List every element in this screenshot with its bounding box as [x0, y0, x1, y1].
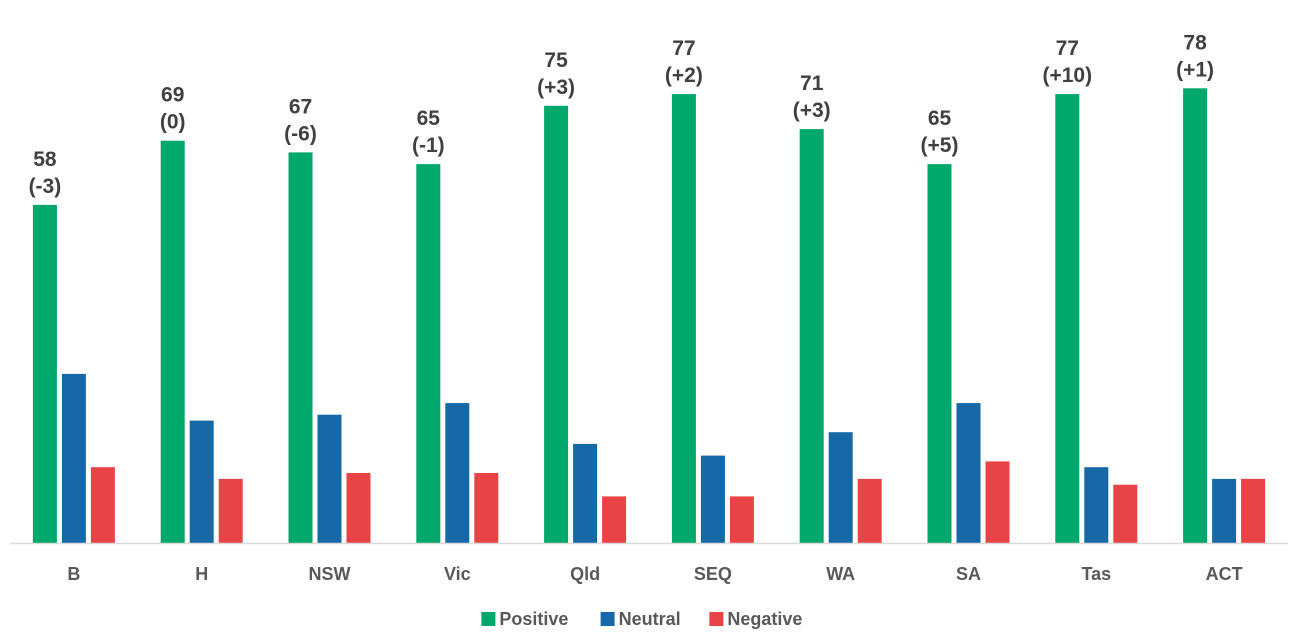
bar-positive-act	[1183, 88, 1208, 544]
bar-negative-qld	[602, 496, 627, 543]
legend-label-negative: Negative	[727, 609, 802, 629]
bar-neutral-vic	[445, 403, 470, 543]
bar-neutral-wa	[828, 432, 853, 543]
bar-negative-sa	[985, 461, 1010, 543]
bar-positive-wa	[799, 129, 824, 543]
bar-negative-seq	[729, 496, 754, 543]
bar-positive-seq	[671, 94, 696, 543]
x-tick-label: SA	[956, 564, 981, 584]
data-label-change: (+2)	[665, 64, 703, 87]
bar-neutral-seq	[700, 455, 725, 543]
legend-swatch-neutral	[600, 612, 615, 626]
legend-label-neutral: Neutral	[619, 609, 681, 629]
data-label-change: (-3)	[29, 175, 62, 198]
bars-group	[32, 88, 1266, 544]
bar-negative-b	[90, 467, 115, 543]
bar-neutral-sa	[956, 403, 981, 543]
bar-neutral-qld	[573, 443, 598, 543]
legend: Positive Neutral Negative	[481, 609, 802, 629]
data-label-value: 77	[1056, 37, 1079, 60]
data-label-change: (+3)	[793, 99, 831, 122]
data-label-value: 71	[800, 72, 824, 95]
data-label-value: 58	[33, 148, 57, 171]
data-label-change: (+1)	[1176, 58, 1214, 81]
x-tick-label: ACT	[1206, 564, 1243, 584]
data-label-value: 65	[928, 107, 952, 130]
x-tick-label: WA	[826, 564, 855, 584]
x-tick-label: H	[195, 564, 208, 584]
bar-positive-nsw	[288, 152, 313, 543]
x-tick-label: Vic	[444, 564, 471, 584]
legend-swatch-positive	[481, 612, 496, 626]
bar-positive-h	[160, 140, 185, 543]
bar-negative-h	[218, 478, 243, 543]
bar-positive-vic	[416, 164, 441, 543]
data-label-change: (+3)	[537, 76, 575, 99]
data-label-value: 69	[161, 84, 184, 107]
legend-swatch-negative	[709, 612, 724, 626]
data-label-change: (-1)	[412, 134, 445, 157]
bar-positive-qld	[544, 105, 569, 544]
bar-positive-sa	[927, 164, 952, 543]
bar-negative-wa	[857, 478, 882, 543]
x-tick-label: NSW	[309, 564, 351, 584]
data-label-change: (+5)	[921, 134, 959, 157]
data-labels-group: 58 (-3) 69 (0) 67 (-6) 65 (-1) 75 (+3) 77 (+2) 71 (+3…	[29, 31, 1215, 198]
bar-negative-nsw	[346, 473, 371, 543]
bar-neutral-h	[189, 420, 214, 543]
data-label-value: 75	[544, 49, 568, 72]
category-labels-group: B H NSW Vic Qld SEQ WA SA Tas ACT	[67, 564, 1242, 584]
bar-positive-tas	[1055, 94, 1080, 543]
data-label-value: 65	[417, 107, 441, 130]
bar-neutral-nsw	[317, 414, 342, 543]
bar-neutral-b	[61, 373, 86, 543]
bar-neutral-act	[1212, 478, 1237, 543]
data-label-change: (+10)	[1042, 64, 1092, 87]
bar-negative-tas	[1113, 484, 1138, 543]
x-tick-label: SEQ	[694, 564, 732, 584]
bar-negative-vic	[474, 473, 499, 543]
data-label-change: (0)	[160, 111, 186, 134]
legend-label-positive: Positive	[499, 609, 568, 629]
bar-negative-act	[1241, 478, 1266, 543]
data-label-value: 77	[672, 37, 695, 60]
bar-neutral-tas	[1084, 467, 1109, 543]
bar-positive-b	[32, 204, 57, 543]
x-tick-label: B	[67, 564, 80, 584]
data-label-value: 78	[1183, 31, 1207, 54]
data-label-value: 67	[289, 95, 312, 118]
data-label-change: (-6)	[284, 122, 317, 145]
x-tick-label: Qld	[570, 564, 600, 584]
x-tick-label: Tas	[1081, 564, 1111, 584]
